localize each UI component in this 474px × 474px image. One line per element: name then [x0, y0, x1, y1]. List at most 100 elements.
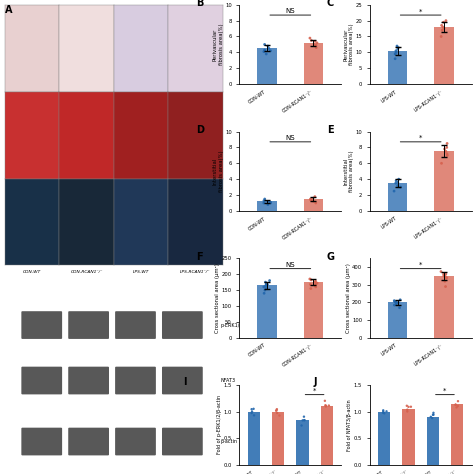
- Y-axis label: Perivascular
fibrosis area(%): Perivascular fibrosis area(%): [213, 24, 224, 65]
- Text: β-actin: β-actin: [220, 439, 237, 444]
- Point: [395, 299, 402, 306]
- Bar: [451, 404, 463, 465]
- Bar: [434, 151, 454, 211]
- Point: [322, 403, 329, 410]
- Text: LPS-RCAN1⁻/⁻: LPS-RCAN1⁻/⁻: [180, 270, 211, 274]
- Point: [250, 405, 257, 413]
- Bar: [388, 51, 407, 84]
- Bar: [434, 27, 454, 84]
- Point: [392, 47, 400, 55]
- Point: [307, 195, 314, 203]
- Y-axis label: Cross sectional area (μm²): Cross sectional area (μm²): [215, 263, 220, 333]
- Point: [392, 177, 400, 184]
- Point: [261, 286, 269, 294]
- FancyBboxPatch shape: [68, 428, 109, 456]
- Point: [261, 195, 268, 203]
- Point: [260, 290, 268, 297]
- Point: [440, 18, 447, 26]
- Point: [438, 33, 445, 40]
- Text: I: I: [183, 377, 187, 387]
- Bar: [257, 285, 277, 337]
- Point: [265, 45, 273, 52]
- Point: [311, 193, 319, 201]
- Text: CON-WT: CON-WT: [23, 270, 41, 274]
- Bar: [434, 276, 454, 337]
- Point: [264, 201, 272, 209]
- Bar: [304, 43, 323, 84]
- Point: [442, 273, 449, 281]
- Point: [392, 299, 400, 307]
- Point: [263, 50, 270, 58]
- Point: [308, 197, 316, 204]
- Point: [444, 152, 451, 159]
- Point: [261, 41, 268, 48]
- Bar: [304, 282, 323, 337]
- Y-axis label: Fold of p-ERK1/2/β-actin: Fold of p-ERK1/2/β-actin: [217, 395, 222, 454]
- Text: *: *: [419, 135, 422, 141]
- Point: [429, 409, 437, 417]
- Point: [321, 401, 329, 409]
- Bar: [388, 302, 407, 337]
- Point: [307, 281, 314, 288]
- Point: [312, 41, 320, 49]
- Point: [311, 37, 319, 45]
- Bar: [304, 199, 323, 211]
- Point: [267, 199, 274, 207]
- Point: [428, 414, 436, 422]
- Point: [325, 402, 333, 410]
- Point: [442, 270, 449, 278]
- Point: [313, 279, 321, 287]
- Y-axis label: Perivascular
fibrosis area(%): Perivascular fibrosis area(%): [343, 24, 354, 65]
- Point: [260, 48, 268, 55]
- Point: [380, 408, 387, 415]
- Point: [310, 198, 317, 205]
- Point: [443, 274, 450, 282]
- Point: [390, 187, 398, 195]
- Text: E: E: [327, 125, 334, 135]
- Point: [394, 179, 401, 186]
- Bar: [320, 406, 333, 465]
- Point: [248, 409, 255, 417]
- Bar: [296, 419, 309, 465]
- Point: [394, 44, 402, 51]
- Point: [396, 304, 403, 311]
- Point: [262, 285, 270, 292]
- Point: [248, 408, 256, 415]
- Text: LPS-WT: LPS-WT: [133, 270, 149, 274]
- Point: [381, 410, 388, 417]
- FancyBboxPatch shape: [162, 428, 203, 456]
- Point: [299, 417, 306, 424]
- FancyBboxPatch shape: [68, 367, 109, 394]
- Point: [453, 403, 460, 411]
- Text: D: D: [197, 125, 205, 135]
- Point: [301, 416, 308, 424]
- Point: [391, 301, 398, 309]
- Text: F: F: [197, 252, 203, 262]
- Point: [322, 402, 330, 410]
- Y-axis label: Cross sectional area (μm²): Cross sectional area (μm²): [346, 263, 351, 333]
- Point: [379, 409, 387, 417]
- Point: [397, 183, 404, 191]
- Y-axis label: Interstitial
fibrosis area(%): Interstitial fibrosis area(%): [213, 150, 224, 192]
- Point: [264, 281, 271, 288]
- Text: CON-RCAN1⁻/⁻: CON-RCAN1⁻/⁻: [70, 270, 103, 274]
- Point: [262, 283, 269, 290]
- Point: [394, 46, 401, 53]
- Point: [437, 268, 445, 275]
- Point: [392, 298, 400, 306]
- Text: G: G: [327, 252, 335, 262]
- Bar: [427, 417, 439, 465]
- Text: p-ERK1/2: p-ERK1/2: [220, 323, 243, 328]
- Bar: [402, 409, 415, 465]
- Point: [442, 274, 450, 282]
- Point: [261, 46, 268, 54]
- FancyBboxPatch shape: [68, 311, 109, 339]
- Point: [250, 411, 258, 419]
- Point: [310, 41, 318, 48]
- Bar: [257, 48, 277, 84]
- Point: [393, 42, 401, 50]
- Point: [312, 199, 319, 207]
- Text: J: J: [314, 377, 317, 387]
- Text: NFAT3: NFAT3: [220, 378, 235, 383]
- Point: [313, 39, 321, 46]
